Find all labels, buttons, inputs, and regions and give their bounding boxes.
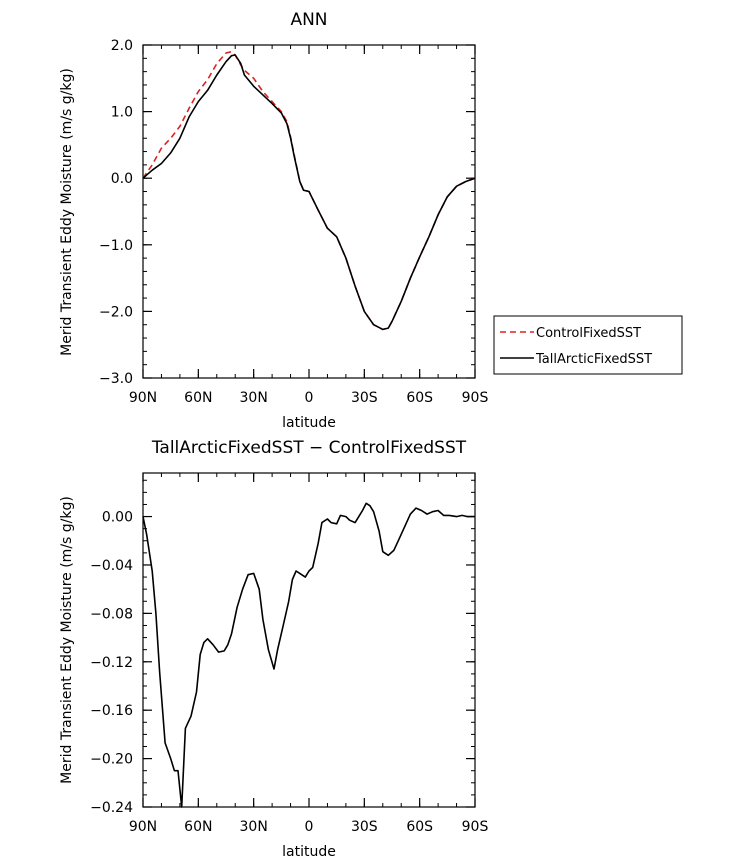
chart1-x-tick-label: 60N — [184, 390, 212, 406]
chart2-x-tick-label: 30N — [240, 819, 268, 835]
chart1-x-tick-label: 60S — [406, 390, 433, 406]
chart1-y-tick-label: −1.0 — [99, 238, 133, 254]
chart1-y-tick-label: −3.0 — [99, 371, 133, 387]
chart2-y-tick-label: −0.08 — [90, 606, 133, 622]
chart1-x-tick-label: 30S — [351, 390, 378, 406]
chart1-series-line-controlfixedsst — [142, 50, 476, 331]
chart1-x-tick-label: 90S — [462, 390, 489, 406]
chart2-y-tick-label: −0.20 — [90, 752, 133, 768]
legend-box — [493, 315, 683, 375]
chart1-y-axis-label: Merid Transient Eddy Moisture (m/s g/kg) — [59, 68, 75, 356]
chart1-y-tick-label: 2.0 — [111, 38, 133, 54]
chart2-y-tick-label: −0.16 — [90, 703, 133, 719]
chart2-y-tick-label: −0.24 — [90, 800, 133, 816]
chart2-x-tick-label: 60S — [406, 819, 433, 835]
chart2-title: TallArcticFixedSST − ControlFixedSST — [151, 438, 467, 458]
legend-entry-label: TallArcticFixedSST — [535, 352, 652, 367]
chart2-y-axis-label: Merid Transient Eddy Moisture (m/s g/kg) — [59, 496, 75, 784]
chart1-y-tick-label: 0.0 — [111, 171, 133, 187]
chart1-x-tick-label: 0 — [305, 390, 314, 406]
chart2-x-tick-label: 30S — [351, 819, 378, 835]
chart1-title: ANN — [290, 10, 327, 30]
chart2-y-tick-label: −0.12 — [90, 655, 133, 671]
chart2-x-tick-label: 0 — [305, 819, 314, 835]
chart2-series-line-tallarcticfixedsst-controlfixedsst — [142, 502, 475, 808]
chart1-x-tick-label: 30N — [240, 390, 268, 406]
chart1-x-tick-label: 90N — [129, 390, 157, 406]
chart2-y-tick-label: 0.00 — [102, 510, 133, 526]
chart1-y-tick-label: −2.0 — [99, 304, 133, 320]
chart1-y-tick-label: 1.0 — [111, 105, 133, 121]
chart2-x-axis-label: latitude — [282, 844, 336, 860]
chart1-x-axis-label: latitude — [282, 415, 336, 431]
legend-entry-label: ControlFixedSST — [536, 326, 641, 341]
chart2-x-tick-label: 60N — [184, 819, 212, 835]
chart2-x-tick-label: 90N — [129, 819, 157, 835]
chart2-x-tick-label: 90S — [462, 819, 489, 835]
chart2-y-tick-label: −0.04 — [90, 558, 133, 574]
chart1-plot-frame — [142, 44, 476, 379]
chart2-plot-frame — [142, 472, 476, 808]
chart1-series-line-tallarcticfixedsst — [142, 54, 476, 331]
